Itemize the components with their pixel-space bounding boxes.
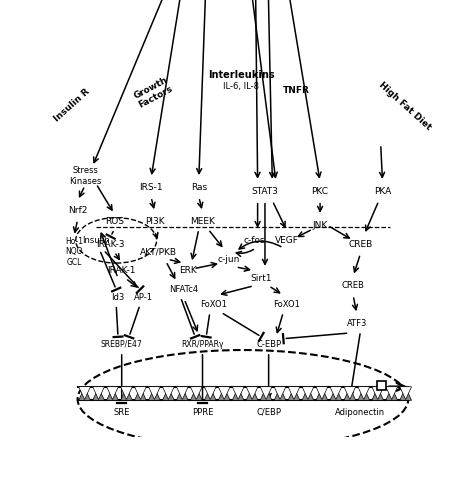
Polygon shape — [176, 387, 188, 400]
Polygon shape — [148, 387, 160, 400]
Polygon shape — [93, 387, 104, 400]
Polygon shape — [176, 387, 188, 400]
Text: Stress
Kinases: Stress Kinases — [69, 166, 101, 186]
Text: c-jun: c-jun — [217, 255, 239, 264]
Text: AP-1: AP-1 — [134, 293, 153, 301]
Polygon shape — [135, 387, 146, 400]
Text: NFATc4: NFATc4 — [170, 285, 199, 294]
Text: C-EBP: C-EBP — [256, 340, 281, 349]
Text: Adiponectin: Adiponectin — [336, 408, 385, 417]
Polygon shape — [135, 387, 146, 400]
Polygon shape — [79, 387, 91, 400]
Text: High Fat Diet: High Fat Diet — [377, 81, 432, 132]
Polygon shape — [316, 387, 328, 400]
Text: SRE: SRE — [113, 408, 130, 417]
Polygon shape — [232, 387, 244, 400]
Text: PKA: PKA — [374, 187, 391, 196]
Text: ERK: ERK — [179, 266, 197, 275]
Text: ROS: ROS — [105, 217, 124, 226]
Polygon shape — [316, 387, 328, 400]
Polygon shape — [274, 387, 286, 400]
Polygon shape — [260, 387, 272, 400]
Polygon shape — [163, 387, 174, 400]
Polygon shape — [274, 387, 286, 400]
Polygon shape — [358, 387, 370, 400]
Polygon shape — [107, 387, 118, 400]
Text: CREB: CREB — [348, 240, 373, 248]
Text: c-fos: c-fos — [243, 236, 265, 245]
Bar — [377, 382, 386, 390]
Polygon shape — [191, 387, 202, 400]
Text: C/EBP: C/EBP — [256, 408, 281, 417]
Text: RXR/PPARγ: RXR/PPARγ — [181, 340, 224, 349]
Polygon shape — [260, 387, 272, 400]
Polygon shape — [204, 387, 216, 400]
Polygon shape — [219, 387, 230, 400]
Polygon shape — [372, 387, 383, 400]
Text: VEGF: VEGF — [275, 236, 299, 245]
Text: CREB: CREB — [342, 281, 365, 290]
Polygon shape — [302, 387, 314, 400]
Text: ATF3: ATF3 — [346, 319, 367, 328]
Text: AKT/PKB: AKT/PKB — [140, 247, 177, 256]
Polygon shape — [232, 387, 244, 400]
Text: IRAK-1: IRAK-1 — [108, 266, 136, 275]
Polygon shape — [148, 387, 160, 400]
Text: Insulin R: Insulin R — [53, 87, 91, 123]
Text: PI3K: PI3K — [145, 217, 164, 226]
Text: FoXO1: FoXO1 — [273, 300, 301, 309]
Text: Id3: Id3 — [111, 293, 125, 301]
Text: Growth
Factors: Growth Factors — [132, 75, 174, 109]
Text: Sirt1: Sirt1 — [251, 273, 272, 283]
Text: SREBP/E47: SREBP/E47 — [101, 340, 143, 349]
Polygon shape — [400, 387, 411, 400]
Polygon shape — [204, 387, 216, 400]
Text: FoXO1: FoXO1 — [200, 300, 227, 309]
Polygon shape — [246, 387, 258, 400]
Polygon shape — [120, 387, 132, 400]
Polygon shape — [120, 387, 132, 400]
Text: PKC: PKC — [311, 187, 328, 196]
Polygon shape — [344, 387, 356, 400]
Polygon shape — [163, 387, 174, 400]
Polygon shape — [288, 387, 300, 400]
Polygon shape — [219, 387, 230, 400]
Text: STAT3: STAT3 — [252, 187, 278, 196]
Polygon shape — [288, 387, 300, 400]
Polygon shape — [330, 387, 342, 400]
Text: Interleukins: Interleukins — [208, 70, 274, 80]
Polygon shape — [191, 387, 202, 400]
Polygon shape — [330, 387, 342, 400]
Polygon shape — [107, 387, 118, 400]
Text: IRS-1: IRS-1 — [139, 183, 163, 192]
Text: TNFR: TNFR — [283, 86, 310, 95]
Polygon shape — [372, 387, 383, 400]
Polygon shape — [79, 387, 91, 400]
Polygon shape — [93, 387, 104, 400]
Polygon shape — [386, 387, 398, 400]
Text: IL-6, IL-8: IL-6, IL-8 — [223, 82, 259, 91]
Polygon shape — [386, 387, 398, 400]
Polygon shape — [400, 387, 411, 400]
Text: Nrf2: Nrf2 — [68, 206, 87, 215]
Text: JNK: JNK — [312, 221, 328, 230]
Text: PPRE: PPRE — [192, 408, 213, 417]
Text: Ho-1
NQO
GCL: Ho-1 NQO GCL — [65, 237, 83, 267]
Text: Ras: Ras — [191, 183, 207, 192]
Polygon shape — [344, 387, 356, 400]
Text: Insulin: Insulin — [82, 236, 110, 245]
Polygon shape — [246, 387, 258, 400]
Text: IRAK-3: IRAK-3 — [96, 240, 125, 248]
Polygon shape — [302, 387, 314, 400]
Text: MEEK: MEEK — [190, 217, 215, 226]
Polygon shape — [358, 387, 370, 400]
